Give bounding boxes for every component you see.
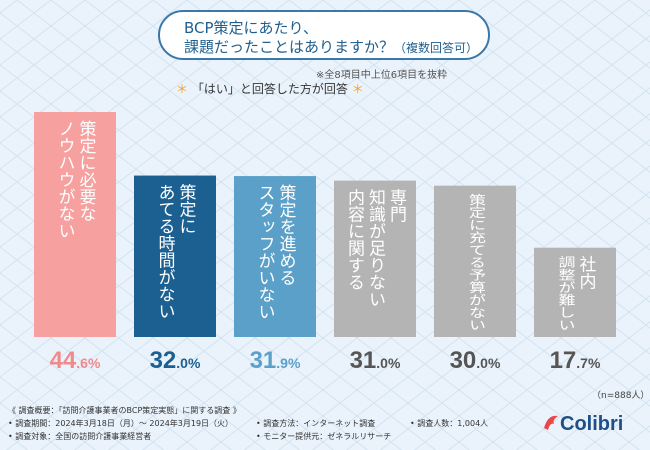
bar-2-label-col-1: 策定に <box>176 184 197 235</box>
value-label-4: 31.0% <box>350 347 401 374</box>
bar-6-label-col-2: 調整が難しい <box>555 256 576 331</box>
value-label-6: 17.7% <box>550 347 601 374</box>
bar-3 <box>234 176 316 337</box>
bar-6 <box>534 247 616 337</box>
colibri-logo: Colibri <box>540 410 640 440</box>
bar-3-label-col-2: スタッフがいない <box>255 184 275 320</box>
bar-1 <box>34 112 116 337</box>
bar-3-label-col-1: 策定を進める <box>276 184 297 286</box>
title-line-2: 課題だったことはありますか？（複数回答可） <box>184 36 478 57</box>
bar-4-label-col-1: 専門 <box>386 189 407 224</box>
selection-note: ※全8項目中上位6項目を抜粋 <box>316 70 448 81</box>
bar-1-label-col-2: ノウハウがない <box>55 120 75 239</box>
value-label-1: 44.6% <box>50 347 101 374</box>
subtitle-asterisk-left: ＊ <box>176 82 189 96</box>
survey-method: • 調査方法：インターネット調査 <box>256 419 376 428</box>
sample-size: （n=888人） <box>592 391 650 401</box>
bar-4 <box>334 180 416 337</box>
survey-provider: • モニター提供元：ゼネラルリサーチ <box>256 432 392 441</box>
bar-6-label-col-1: 社内 <box>576 256 597 291</box>
hummingbird-icon <box>544 415 558 430</box>
bar-2 <box>134 175 216 337</box>
survey-target: • 調査対象：全国の訪問介護事業経営者 <box>8 432 152 441</box>
subtitle-asterisk-right: ＊ <box>351 82 364 96</box>
bar-5 <box>434 185 516 337</box>
bar-5-label-col-1: 策定に充てる予算がない <box>465 194 486 331</box>
brand-name: Colibri <box>560 413 624 435</box>
bar-2-label-col-2: あてる時間がない <box>155 184 175 320</box>
title-main: 課題だったことはありますか？ <box>184 38 395 56</box>
survey-respondents: • 調査人数：1,004人 <box>410 419 489 428</box>
subtitle-text: 「はい」と回答した方が回答 <box>191 82 348 96</box>
survey-period: • 調査期間：2024年3月18日（月）～ 2024年3月19日（火） <box>8 419 234 428</box>
respondent-subtitle: ＊ 「はい」と回答した方が回答 ＊ <box>176 80 364 97</box>
survey-summary: 《 調査概要：「訪問介護事業者のBCP策定実態」に関する調査 》 <box>8 406 241 415</box>
question-title-box: BCP策定にあたり、 課題だったことはありますか？（複数回答可） <box>158 10 490 60</box>
bar-4-label-col-3: 内容に関する <box>344 189 365 291</box>
value-label-3: 31.9% <box>250 347 301 374</box>
title-suffix: （複数回答可） <box>394 41 479 55</box>
title-line-1: BCP策定にあたり、 <box>184 19 318 37</box>
value-label-2: 32.0% <box>150 347 201 374</box>
bar-4-label-col-2: 知識が足りない <box>365 189 386 308</box>
value-label-5: 30.0% <box>450 347 501 374</box>
bar-1-label-col-1: 策定に必要な <box>76 120 97 222</box>
